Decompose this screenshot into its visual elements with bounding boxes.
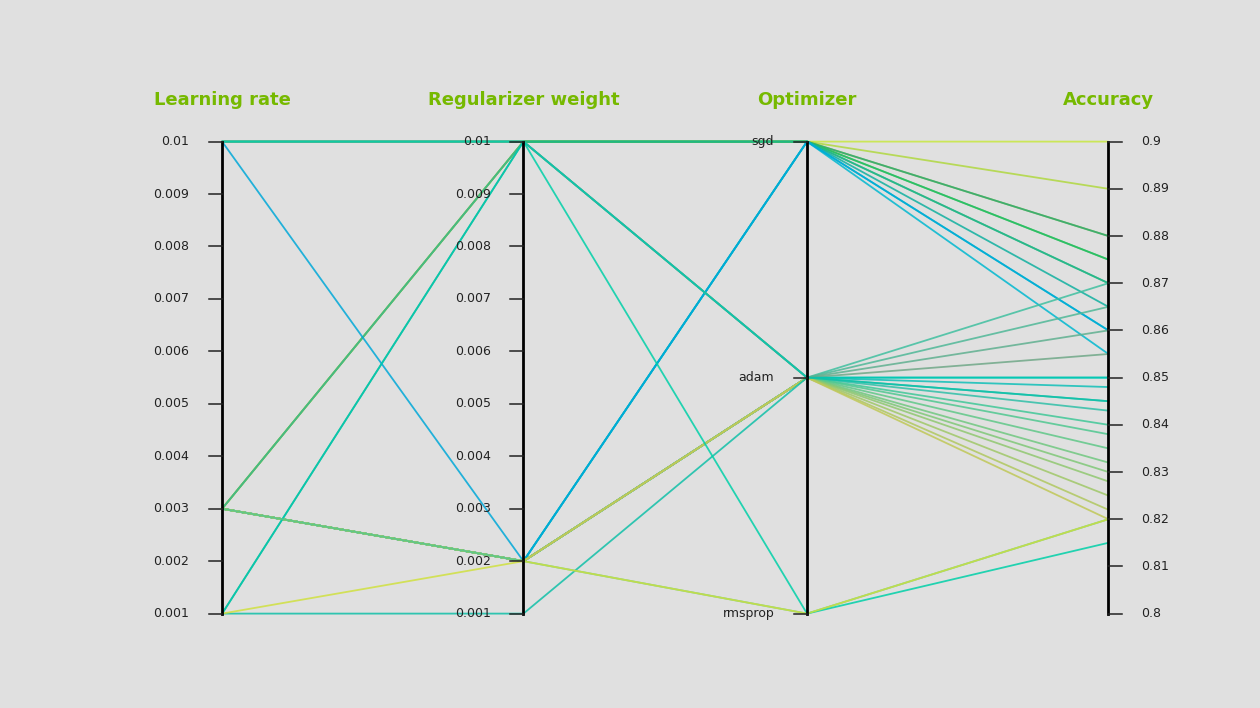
Text: 0.01: 0.01 (161, 135, 189, 148)
Text: 0.87: 0.87 (1142, 277, 1169, 290)
Text: 0.005: 0.005 (455, 397, 490, 411)
Text: 0.85: 0.85 (1142, 371, 1169, 384)
Text: 0.007: 0.007 (455, 292, 490, 305)
Text: 0.82: 0.82 (1142, 513, 1169, 526)
Text: 0.81: 0.81 (1142, 560, 1169, 573)
Text: Optimizer: Optimizer (757, 91, 857, 108)
Text: 0.008: 0.008 (154, 240, 189, 253)
Text: 0.008: 0.008 (455, 240, 490, 253)
Text: 0.84: 0.84 (1142, 418, 1169, 431)
Text: rmsprop: rmsprop (722, 607, 774, 620)
Text: 0.83: 0.83 (1142, 465, 1169, 479)
Text: 0.009: 0.009 (154, 188, 189, 200)
Text: 0.88: 0.88 (1142, 229, 1169, 243)
Text: 0.01: 0.01 (462, 135, 490, 148)
Text: Regularizer weight: Regularizer weight (427, 91, 619, 108)
Text: 0.8: 0.8 (1142, 607, 1162, 620)
Text: 0.89: 0.89 (1142, 182, 1169, 195)
Text: adam: adam (738, 371, 774, 384)
Text: 0.002: 0.002 (455, 554, 490, 568)
Text: 0.86: 0.86 (1142, 324, 1169, 337)
Text: 0.9: 0.9 (1142, 135, 1160, 148)
Text: 0.009: 0.009 (455, 188, 490, 200)
Text: 0.004: 0.004 (455, 450, 490, 463)
Text: 0.006: 0.006 (154, 345, 189, 358)
Text: sgd: sgd (752, 135, 774, 148)
Text: 0.005: 0.005 (154, 397, 189, 411)
Text: 0.006: 0.006 (455, 345, 490, 358)
Text: Accuracy: Accuracy (1063, 91, 1154, 108)
Text: 0.003: 0.003 (154, 502, 189, 515)
Text: Learning rate: Learning rate (154, 91, 291, 108)
Text: 0.001: 0.001 (455, 607, 490, 620)
Text: 0.003: 0.003 (455, 502, 490, 515)
Text: 0.004: 0.004 (154, 450, 189, 463)
Text: 0.001: 0.001 (154, 607, 189, 620)
Text: 0.007: 0.007 (154, 292, 189, 305)
Text: 0.002: 0.002 (154, 554, 189, 568)
